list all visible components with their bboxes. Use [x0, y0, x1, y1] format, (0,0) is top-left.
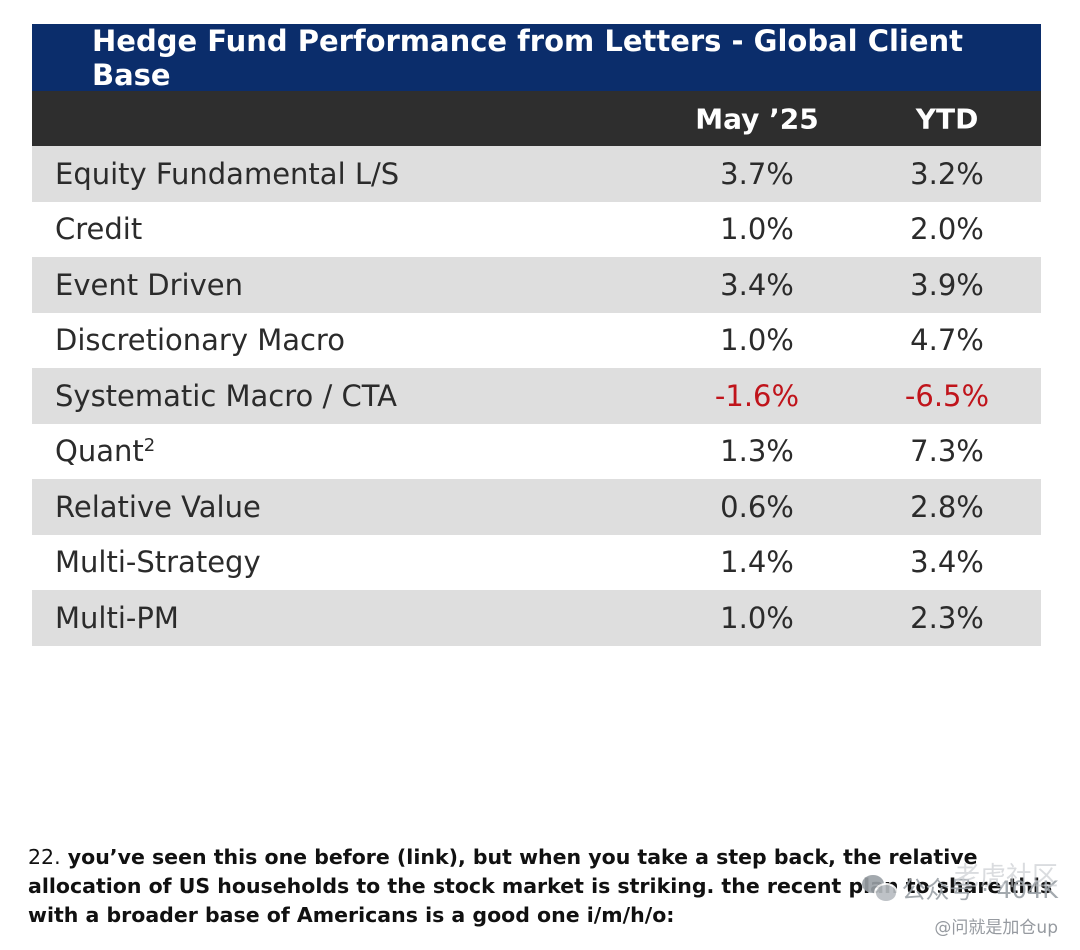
row-may-value: 1.0%	[720, 212, 794, 247]
row-ytd-value: 7.3%	[910, 434, 984, 469]
header-ytd: YTD	[915, 102, 979, 135]
row-may-value: 1.0%	[720, 600, 794, 635]
row-may-value: 1.4%	[720, 545, 794, 580]
table-row: Relative Value 0.6% 2.8%	[32, 479, 1041, 535]
row-ytd-value: 2.8%	[910, 489, 984, 524]
table-row: Systematic Macro / CTA -1.6% -6.5%	[32, 368, 1041, 424]
table-row: Discretionary Macro 1.0% 4.7%	[32, 313, 1041, 369]
table-header-row: May ’25 YTD	[32, 91, 1041, 146]
table-row: Event Driven 3.4% 3.9%	[32, 257, 1041, 313]
row-may-value: 3.4%	[720, 267, 794, 302]
row-ytd-value: -6.5%	[904, 378, 990, 413]
row-label: Systematic Macro / CTA	[55, 378, 398, 413]
row-label: Event Driven	[55, 267, 243, 302]
row-ytd-value: 3.9%	[910, 267, 984, 302]
row-label: Relative Value	[55, 489, 261, 524]
row-label: Credit	[55, 212, 143, 247]
row-may-value: 0.6%	[720, 489, 794, 524]
table-body: Equity Fundamental L/S 3.7% 3.2% Credit 1.0%…	[32, 146, 1041, 646]
table-title: Hedge Fund Performance from Letters - Gl…	[32, 24, 1041, 92]
row-label: Quant2	[55, 434, 156, 469]
row-may-value: 1.3%	[720, 434, 794, 469]
table-row: Credit 1.0% 2.0%	[32, 202, 1041, 258]
table-row: Quant2 1.3% 7.3%	[32, 424, 1041, 480]
header-may: May ’25	[695, 102, 819, 135]
row-label: Multi-Strategy	[55, 545, 261, 580]
row-ytd-value: 2.0%	[910, 212, 984, 247]
wechat-icon	[861, 874, 898, 903]
row-may-value: 3.7%	[720, 156, 794, 191]
performance-table: Hedge Fund Performance from Letters - Gl…	[32, 24, 1041, 646]
row-ytd-value: 3.4%	[910, 545, 984, 580]
watermark-overlay: 老虎社区	[953, 862, 1058, 892]
row-label: Multi-PM	[55, 600, 179, 635]
row-may-value: -1.6%	[714, 378, 800, 413]
row-may-value: 1.0%	[720, 323, 794, 358]
note-number: 22.	[28, 845, 61, 869]
table-row: Multi-PM 1.0% 2.3%	[32, 590, 1041, 646]
row-ytd-value: 4.7%	[910, 323, 984, 358]
table-row: Multi-Strategy 1.4% 3.4%	[32, 535, 1041, 591]
row-label: Discretionary Macro	[55, 323, 345, 358]
table-row: Equity Fundamental L/S 3.7% 3.2%	[32, 146, 1041, 202]
row-label: Equity Fundamental L/S	[55, 156, 400, 191]
watermark: 公众号 · 404K 老虎社区 @问就是加仓up	[861, 862, 1058, 938]
watermark-account: 公众号 · 404K	[901, 876, 1058, 904]
row-ytd-value: 3.2%	[910, 156, 984, 191]
watermark-handle: @问就是加仓up	[934, 918, 1058, 938]
footnote-marker: 2	[143, 435, 156, 457]
row-ytd-value: 2.3%	[910, 600, 984, 635]
